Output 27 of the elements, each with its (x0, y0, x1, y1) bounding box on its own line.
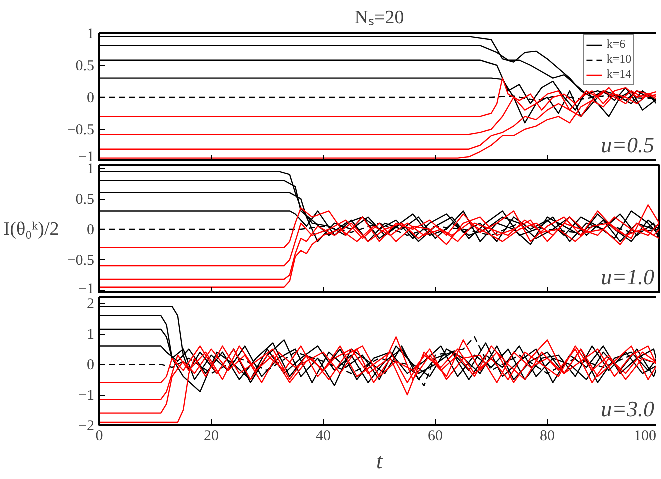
legend-label: k=10 (606, 52, 632, 67)
y-tick-label: 0 (87, 358, 94, 374)
legend-label: k=6 (606, 37, 627, 52)
x-tick-label: 80 (540, 428, 555, 444)
y-axis-title: I(θ₀ᵏ)/2 (4, 219, 60, 240)
annotation: u=1.0 (601, 264, 655, 290)
chart-title: Nₛ=20 (354, 8, 404, 28)
x-tick-label: 100 (634, 428, 656, 444)
y-tick-label: 0 (87, 222, 94, 238)
annotation: u=0.5 (601, 132, 655, 158)
y-tick-label: −2 (78, 418, 95, 434)
y-tick-label: 2 (87, 296, 94, 313)
x-axis-title: t (376, 448, 384, 474)
y-tick-label: 1 (87, 327, 94, 344)
x-tick-label: 20 (204, 428, 219, 444)
legend-label: k=14 (606, 67, 632, 82)
y-tick-label: 1 (87, 26, 94, 42)
y-tick-label: −0.5 (67, 252, 95, 269)
x-tick-label: 40 (316, 428, 331, 444)
x-tick-label: 60 (428, 428, 443, 444)
y-tick-label: 0 (87, 90, 94, 106)
y-tick-label: 0.5 (76, 58, 94, 74)
y-tick-label: 0.5 (76, 192, 94, 208)
annotation: u=3.0 (601, 396, 655, 422)
y-tick-label: −0.5 (67, 122, 95, 138)
y-tick-label: −1 (78, 388, 95, 404)
y-tick-label: 1 (87, 162, 94, 178)
